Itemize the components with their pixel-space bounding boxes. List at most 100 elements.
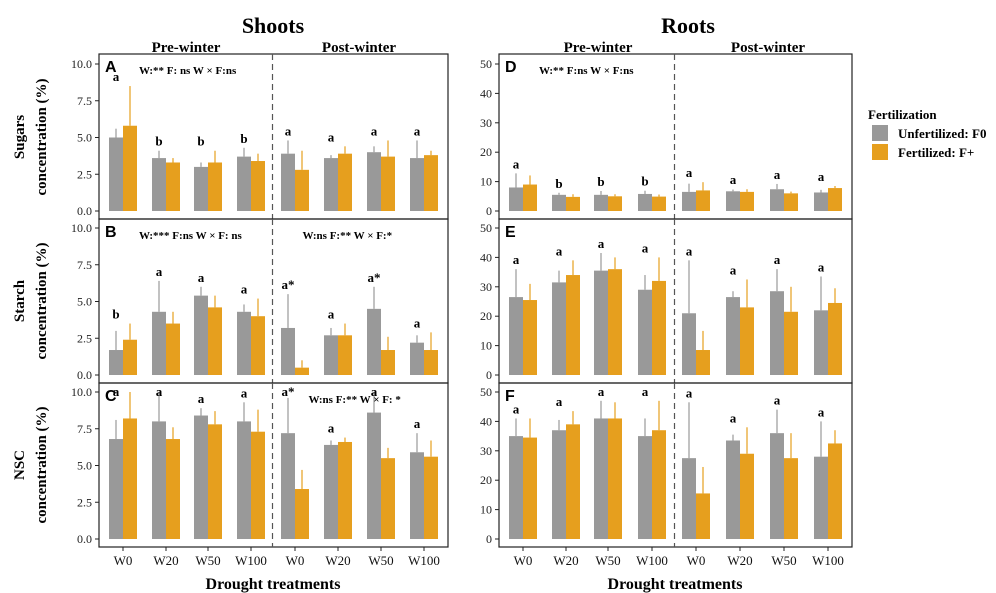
bar-fplus xyxy=(424,456,438,539)
significance-letter: a* xyxy=(282,277,295,292)
bar-f0 xyxy=(367,152,381,211)
stat-text: W:** F:ns W × F:ns xyxy=(539,65,634,77)
bar-fplus xyxy=(652,280,666,375)
significance-letter: a xyxy=(285,123,292,138)
bar-f0 xyxy=(410,158,424,211)
y-tick-label: 0.0 xyxy=(77,204,92,218)
bar-fplus xyxy=(251,161,265,211)
y-tick-label: 2.5 xyxy=(77,495,92,509)
panel-frame xyxy=(98,218,449,384)
bar-f0 xyxy=(194,166,208,211)
significance-letter: a xyxy=(730,410,737,425)
stat-text-right: W:ns F:** W × F:* xyxy=(303,230,393,242)
bar-fplus xyxy=(251,316,265,375)
significance-letter: a xyxy=(241,282,248,297)
bar-f0 xyxy=(682,313,696,375)
panel-b: 0.0 2.5 5.0 7.5 10.0 b a a a a* a a* a B W:*** F:ns W … xyxy=(71,218,449,384)
bar-f0 xyxy=(410,342,424,375)
bar-f0 xyxy=(814,192,828,211)
significance-letter: a* xyxy=(282,384,295,399)
bar-f0 xyxy=(682,191,696,211)
y-tick-label: 2.5 xyxy=(77,167,92,181)
x-tick-label: W100 xyxy=(408,553,440,568)
bar-fplus xyxy=(381,156,395,211)
x-tick-label: W50 xyxy=(771,553,796,568)
significance-letter: b xyxy=(555,176,562,191)
panel-frame xyxy=(498,53,853,220)
bar-f0 xyxy=(726,191,740,211)
row1-ylabel-line2: concentration (%) xyxy=(34,78,50,195)
y-tick-label: 0 xyxy=(486,532,492,546)
x-tick-label: W0 xyxy=(514,553,533,568)
panel-d: 0 10 20 30 40 50 a b b b a a a a D W:** F:ns W × F:ns xyxy=(480,53,853,220)
bar-fplus xyxy=(295,169,309,211)
bar-f0 xyxy=(682,458,696,539)
significance-letter: a xyxy=(198,391,205,406)
bar-fplus xyxy=(123,125,137,211)
bar-fplus xyxy=(338,335,352,375)
roots-postwinter-header: Post-winter xyxy=(731,40,805,56)
bar-fplus xyxy=(740,307,754,375)
x-tick-label: W20 xyxy=(727,553,752,568)
legend: Fertilization Unfertilized: F0 Fertilize… xyxy=(868,107,986,160)
bar-f0 xyxy=(109,137,123,211)
bar-f0 xyxy=(237,156,251,211)
panel-letter: B xyxy=(105,224,117,241)
significance-letter: a xyxy=(818,260,825,275)
bar-f0 xyxy=(509,436,523,539)
bar-f0 xyxy=(552,282,566,375)
bar-fplus xyxy=(295,367,309,375)
y-tick-label: 30 xyxy=(480,444,492,458)
bar-f0 xyxy=(638,193,652,211)
significance-letter: a xyxy=(818,169,825,184)
y-tick-label: 0.0 xyxy=(77,532,92,546)
legend-label-fplus: Fertilized: F+ xyxy=(898,145,974,160)
y-tick-label: 30 xyxy=(480,280,492,294)
y-tick-label: 30 xyxy=(480,116,492,130)
significance-letter: a xyxy=(113,384,120,399)
y-tick-label: 5.0 xyxy=(77,295,92,309)
x-tick-label: W50 xyxy=(195,553,220,568)
significance-letter: b xyxy=(112,307,119,322)
y-tick-label: 0 xyxy=(486,204,492,218)
bar-fplus xyxy=(424,155,438,211)
y-tick-label: 7.5 xyxy=(77,94,92,108)
bar-fplus xyxy=(338,153,352,211)
legend-swatch-fplus xyxy=(872,144,888,160)
x-tick-label: W0 xyxy=(687,553,706,568)
y-tick-label: 20 xyxy=(480,309,492,323)
significance-letter: b xyxy=(597,174,604,189)
bar-f0 xyxy=(109,350,123,375)
y-tick-label: 5.0 xyxy=(77,131,92,145)
bar-fplus xyxy=(696,493,710,539)
significance-letter: b xyxy=(240,131,247,146)
column-title-shoots: Shoots xyxy=(242,13,305,38)
bar-fplus xyxy=(652,196,666,211)
bar-fplus xyxy=(381,350,395,375)
significance-letter: a* xyxy=(368,270,381,285)
significance-letter: a xyxy=(774,167,781,182)
roots-prewinter-header: Pre-winter xyxy=(564,40,633,56)
bar-f0 xyxy=(814,456,828,539)
significance-letter: a xyxy=(414,123,421,138)
y-tick-label: 10.0 xyxy=(71,57,92,71)
bar-f0 xyxy=(281,433,295,539)
panels: 0.02.55.07.510.0ab b b a a a aA W:** F: ns W × … xyxy=(71,53,853,568)
panel-a: 0.02.55.07.510.0ab b b a a a aA W:** F: ns W × … xyxy=(71,53,449,220)
bar-f0 xyxy=(324,158,338,211)
significance-letter: a xyxy=(328,307,335,322)
y-tick-label: 40 xyxy=(480,414,492,428)
row3-ylabel-line1: NSC xyxy=(12,450,28,480)
significance-letter: a xyxy=(513,252,520,267)
x-tick-label: W100 xyxy=(235,553,267,568)
y-tick-label: 50 xyxy=(480,57,492,71)
significance-letter: a xyxy=(513,401,520,416)
y-tick-label: 10.0 xyxy=(71,221,92,235)
row2-ylabel-line1: Starch xyxy=(12,279,28,322)
y-tick-label: 7.5 xyxy=(77,258,92,272)
y-tick-label: 20 xyxy=(480,145,492,159)
bar-f0 xyxy=(152,311,166,375)
bar-f0 xyxy=(109,439,123,539)
bar-f0 xyxy=(324,444,338,539)
bar-fplus xyxy=(338,441,352,539)
